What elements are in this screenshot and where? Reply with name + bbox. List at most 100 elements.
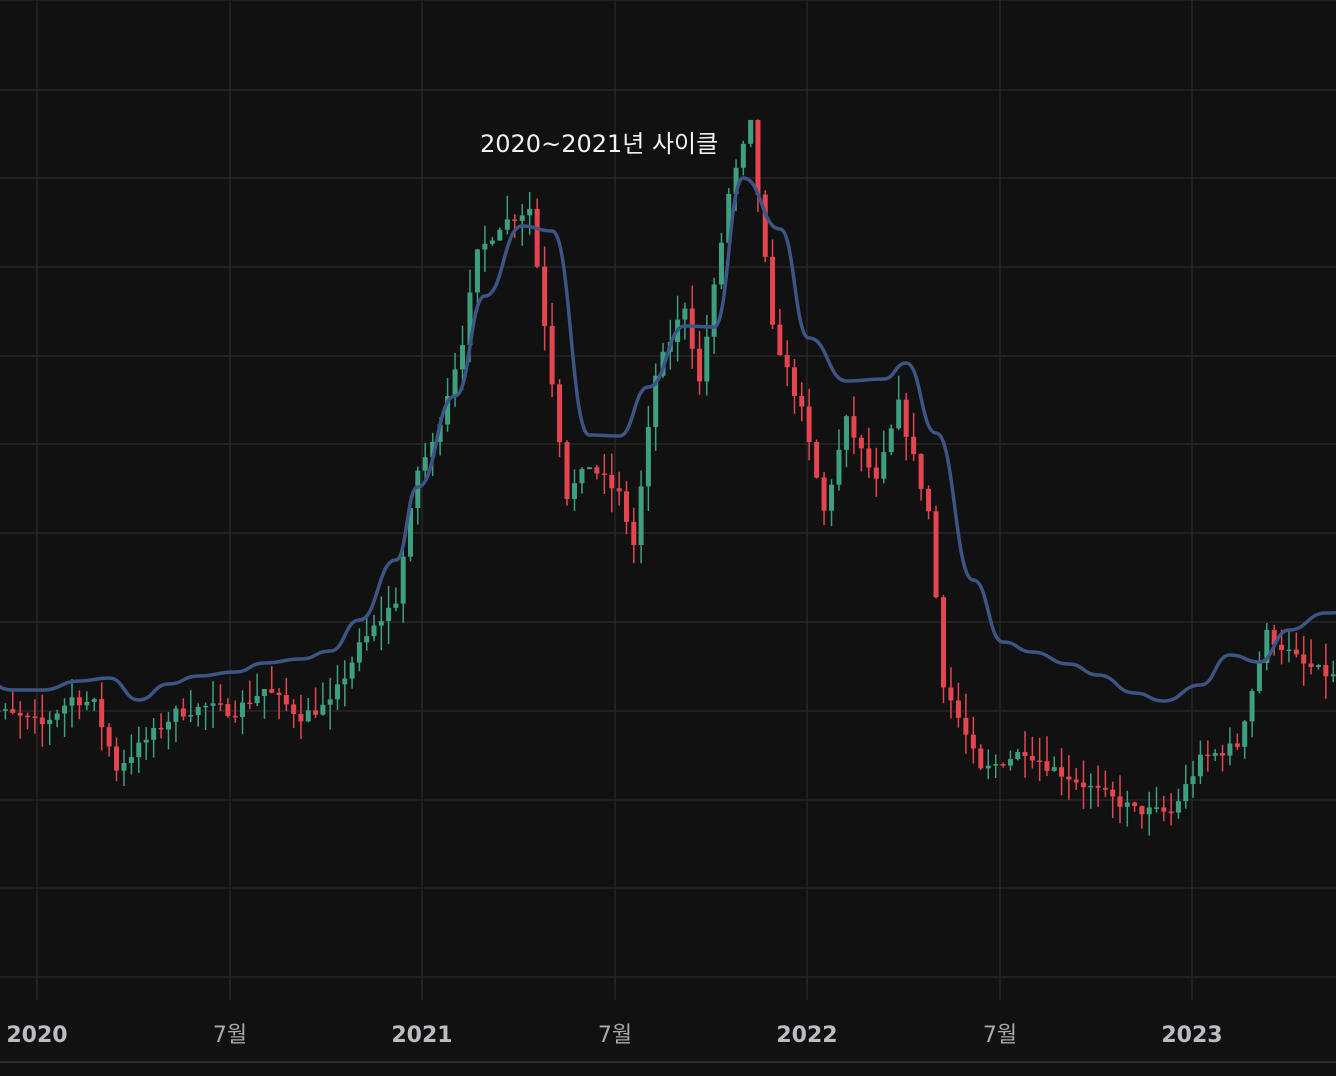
candle-down — [291, 704, 297, 714]
candle-down — [247, 702, 253, 705]
candle-up — [430, 441, 436, 458]
candle-up — [460, 345, 466, 370]
candle-down — [697, 348, 703, 382]
candle-up — [415, 470, 421, 508]
candle-down — [1293, 649, 1299, 655]
candle-up — [733, 167, 739, 194]
candle-down — [225, 704, 231, 716]
candle-down — [542, 266, 548, 327]
candle-down — [298, 713, 304, 722]
candle-down — [269, 689, 275, 693]
candle-down — [933, 511, 939, 598]
candle-down — [873, 467, 879, 479]
candle-down — [158, 727, 164, 730]
candle-up — [711, 284, 717, 337]
candle-up — [378, 621, 384, 626]
candle-up — [1256, 662, 1262, 691]
candle-up — [1015, 751, 1021, 760]
candle-up — [748, 119, 754, 144]
candle-down — [1044, 761, 1050, 771]
candle-down — [534, 208, 540, 267]
candle-up — [1227, 743, 1233, 756]
candle-up — [726, 193, 732, 243]
candle-down — [814, 442, 820, 478]
candle-down — [1168, 811, 1174, 814]
candle-up — [195, 706, 201, 716]
candle-up — [349, 662, 355, 679]
candle-up — [482, 243, 488, 250]
candle-down — [76, 697, 82, 706]
x-tick-label: 2023 — [1161, 1023, 1222, 1048]
candle-down — [1059, 767, 1065, 777]
candle-up — [1007, 759, 1013, 766]
candle-down — [903, 399, 909, 437]
candle-up — [497, 229, 503, 241]
candle-up — [579, 469, 585, 484]
candle-down — [978, 748, 984, 769]
candle-up — [69, 697, 75, 706]
candle-down — [866, 448, 872, 468]
candle-down — [32, 716, 38, 719]
candle-up — [437, 424, 443, 442]
candle-up — [881, 452, 887, 479]
candle-down — [1000, 764, 1006, 766]
candle-up — [422, 457, 428, 471]
candle-down — [911, 436, 917, 455]
x-tick-label: 7월 — [983, 1023, 1017, 1048]
candle-up — [519, 215, 525, 221]
candle-up — [829, 484, 835, 511]
candle-down — [217, 703, 223, 705]
candle-up — [888, 428, 894, 453]
candle-up — [638, 486, 644, 546]
candle-down — [1205, 754, 1211, 757]
candle-down — [918, 454, 924, 489]
candle-up — [84, 701, 90, 706]
candle-up — [1175, 801, 1181, 813]
candle-up — [527, 208, 533, 216]
candle-down — [609, 474, 615, 489]
candle-up — [47, 719, 53, 725]
candle-down — [948, 687, 954, 701]
moving-average-line — [0, 176, 1336, 703]
candle-down — [180, 708, 186, 717]
candle-up — [1315, 665, 1321, 668]
candle-down — [232, 715, 238, 718]
candle-down — [963, 717, 969, 735]
candle-up — [445, 396, 451, 425]
candle-down — [1279, 644, 1285, 651]
candle-up — [136, 742, 142, 758]
candle-down — [1037, 760, 1043, 762]
candle-down — [564, 442, 570, 499]
candle-down — [799, 395, 805, 407]
candle-up — [740, 143, 746, 168]
candle-up — [896, 399, 902, 429]
candle-down — [594, 467, 600, 474]
gridlines — [0, 0, 1336, 1000]
x-tick-label: 2021 — [391, 1023, 452, 1048]
candle-down — [631, 521, 637, 546]
candle-up — [1249, 690, 1255, 722]
candle-down — [283, 694, 289, 705]
candle-up — [474, 249, 480, 293]
candle-down — [99, 699, 105, 728]
candle-down — [821, 477, 827, 511]
candle-up — [571, 483, 577, 499]
candle-up — [327, 699, 333, 705]
candle-up — [334, 684, 340, 700]
candle-down — [616, 488, 622, 492]
candle-down — [858, 437, 864, 449]
x-tick-label: 2022 — [776, 1023, 837, 1048]
candle-up — [121, 763, 127, 771]
candle-up — [342, 678, 348, 685]
candle-down — [512, 219, 518, 221]
candle-up — [400, 556, 406, 604]
candle-up — [452, 369, 458, 397]
candle-down — [549, 326, 555, 385]
candle-up — [210, 703, 216, 706]
candle-down — [106, 727, 112, 747]
candle-down — [1132, 802, 1138, 807]
candle-up — [1212, 753, 1218, 756]
